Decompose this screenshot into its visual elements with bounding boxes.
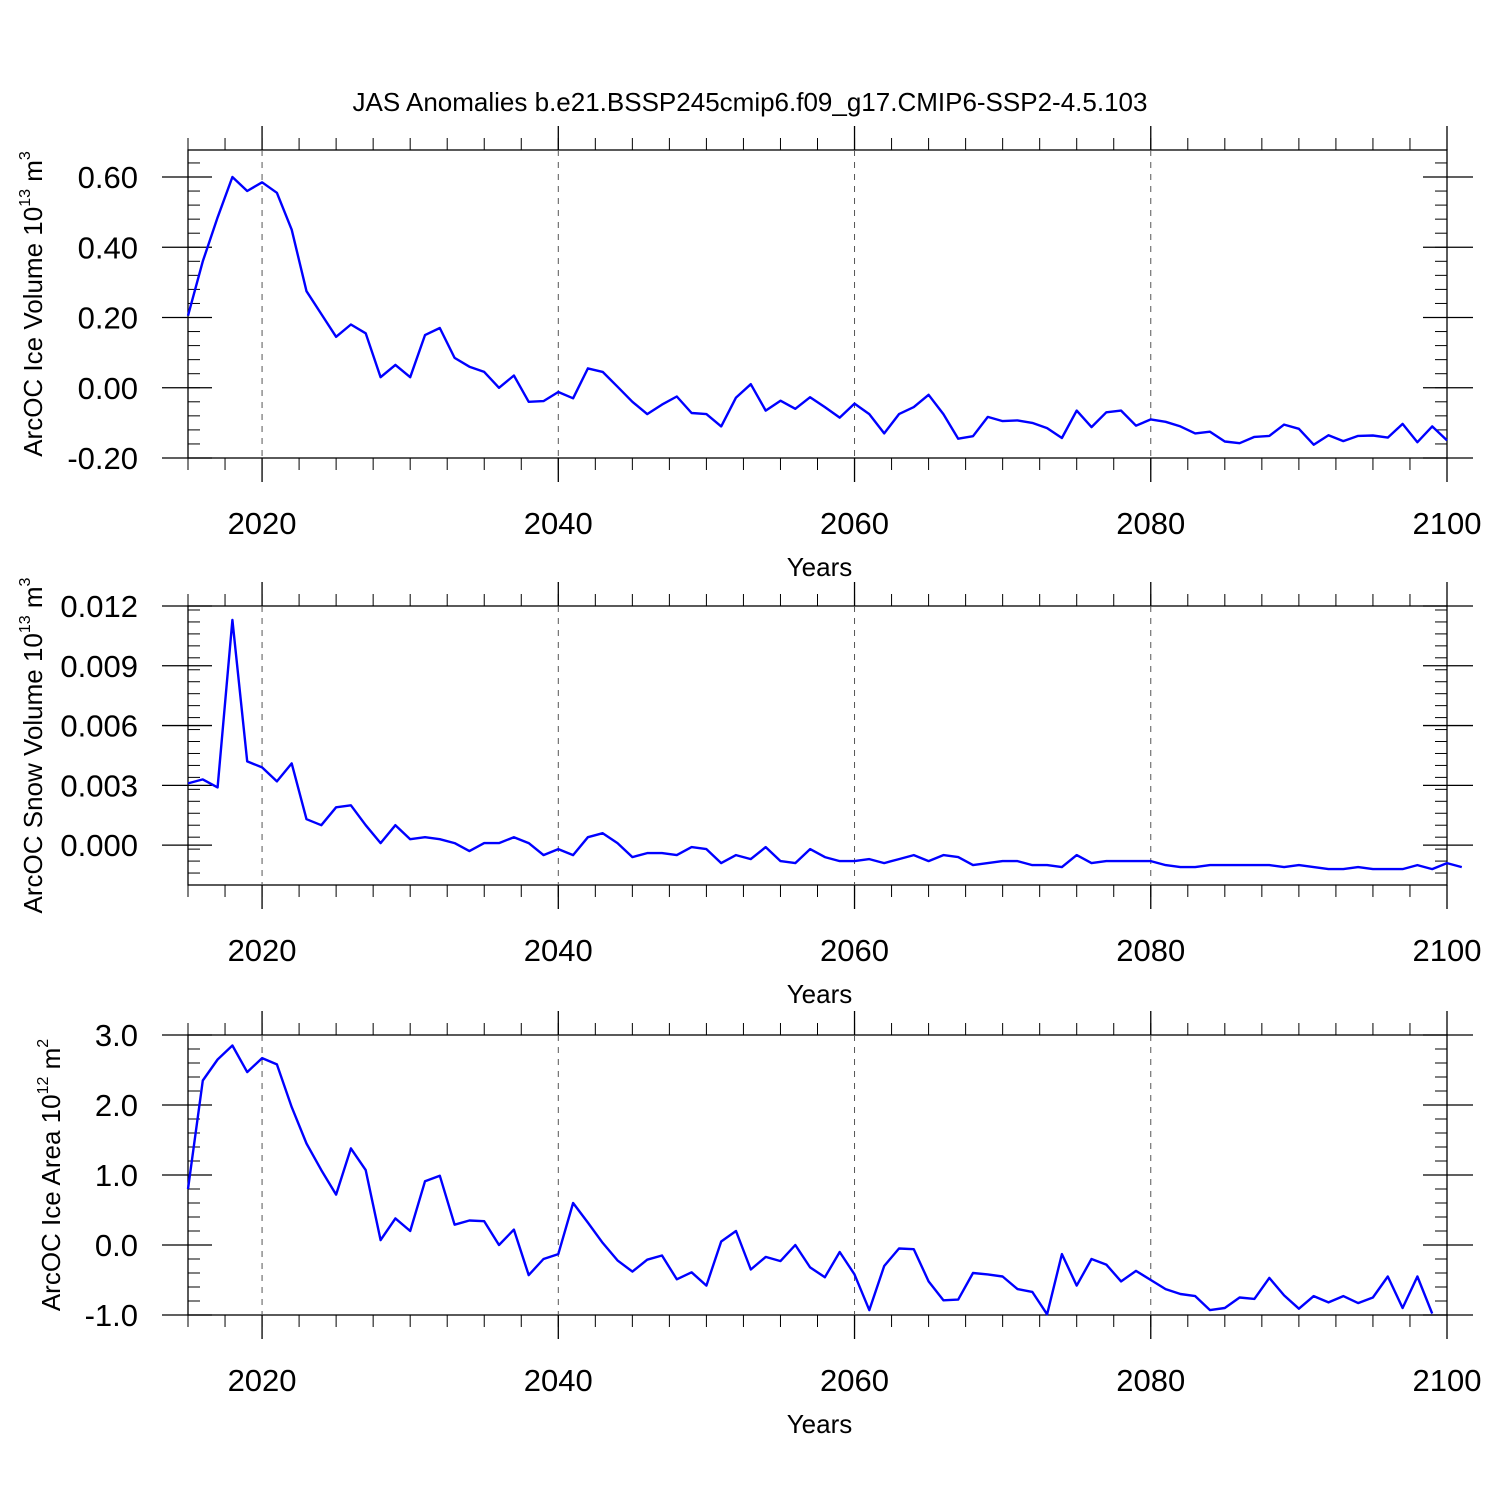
y-tick-label: 0.003 <box>60 768 138 803</box>
panel-3: 2020 2040 2060 2080 2100 3.0 2.0 1.0 0.0 -1.0 Year… <box>35 1011 1481 1439</box>
x-tick-label: 2060 <box>820 506 889 541</box>
y-axis-label: ArcOC Ice Volume 1013 m3 <box>17 151 48 457</box>
x-axis-label: Years <box>787 1409 853 1439</box>
x-tick-label: 2020 <box>228 1363 297 1398</box>
x-tick-label: 2080 <box>1116 1363 1185 1398</box>
x-tick-label: 2020 <box>228 933 297 968</box>
y-tick-label: 0.0 <box>95 1228 138 1263</box>
panel-1: 2020 2040 2060 2080 2100 0.60 0.40 0.20 0.00 -0.2… <box>17 126 1481 582</box>
chart-title: JAS Anomalies b.e21.BSSP245cmip6.f09_g17… <box>353 87 1148 117</box>
y-tick-label: -1.0 <box>85 1298 138 1333</box>
x-tick-label: 2100 <box>1413 1363 1482 1398</box>
y-tick-label: 0.006 <box>60 709 138 744</box>
y-tick-label: 0.012 <box>60 589 138 624</box>
x-tick-label: 2100 <box>1413 506 1482 541</box>
y-axis-label: ArcOC Snow Volume 1013 m3 <box>17 577 48 913</box>
y-axis-label: ArcOC Ice Area 1012 m2 <box>35 1039 66 1311</box>
x-axis-label: Years <box>787 552 853 582</box>
x-tick-label: 2040 <box>524 506 593 541</box>
x-axis-label: Years <box>787 979 853 1009</box>
y-tick-label: 0.000 <box>60 828 138 863</box>
y-tick-label: 0.40 <box>78 230 138 265</box>
series-line <box>186 1044 1434 1316</box>
x-tick-label: 2040 <box>524 933 593 968</box>
y-tick-label: 0.009 <box>60 649 138 684</box>
series-line <box>186 175 1448 446</box>
x-tick-label: 2060 <box>820 1363 889 1398</box>
y-tick-label: -0.20 <box>67 441 138 476</box>
x-tick-label: 2080 <box>1116 506 1185 541</box>
plot-frame <box>187 605 1448 886</box>
y-tick-label: 0.60 <box>78 160 138 195</box>
y-tick-label: 0.00 <box>78 371 138 406</box>
x-tick-label: 2040 <box>524 1363 593 1398</box>
y-tick-label: 2.0 <box>95 1088 138 1123</box>
x-tick-label: 2060 <box>820 933 889 968</box>
y-tick-label: 3.0 <box>95 1018 138 1053</box>
plot-frame <box>187 149 1448 459</box>
panel-2: 2020 2040 2060 2080 2100 0.012 0.009 0.006 0.003… <box>17 577 1481 1009</box>
x-tick-label: 2020 <box>228 506 297 541</box>
x-tick-label: 2080 <box>1116 933 1185 968</box>
series-line <box>187 618 1463 871</box>
y-tick-label: 0.20 <box>78 301 138 336</box>
x-tick-label: 2100 <box>1413 933 1482 968</box>
y-tick-label: 1.0 <box>95 1158 138 1193</box>
